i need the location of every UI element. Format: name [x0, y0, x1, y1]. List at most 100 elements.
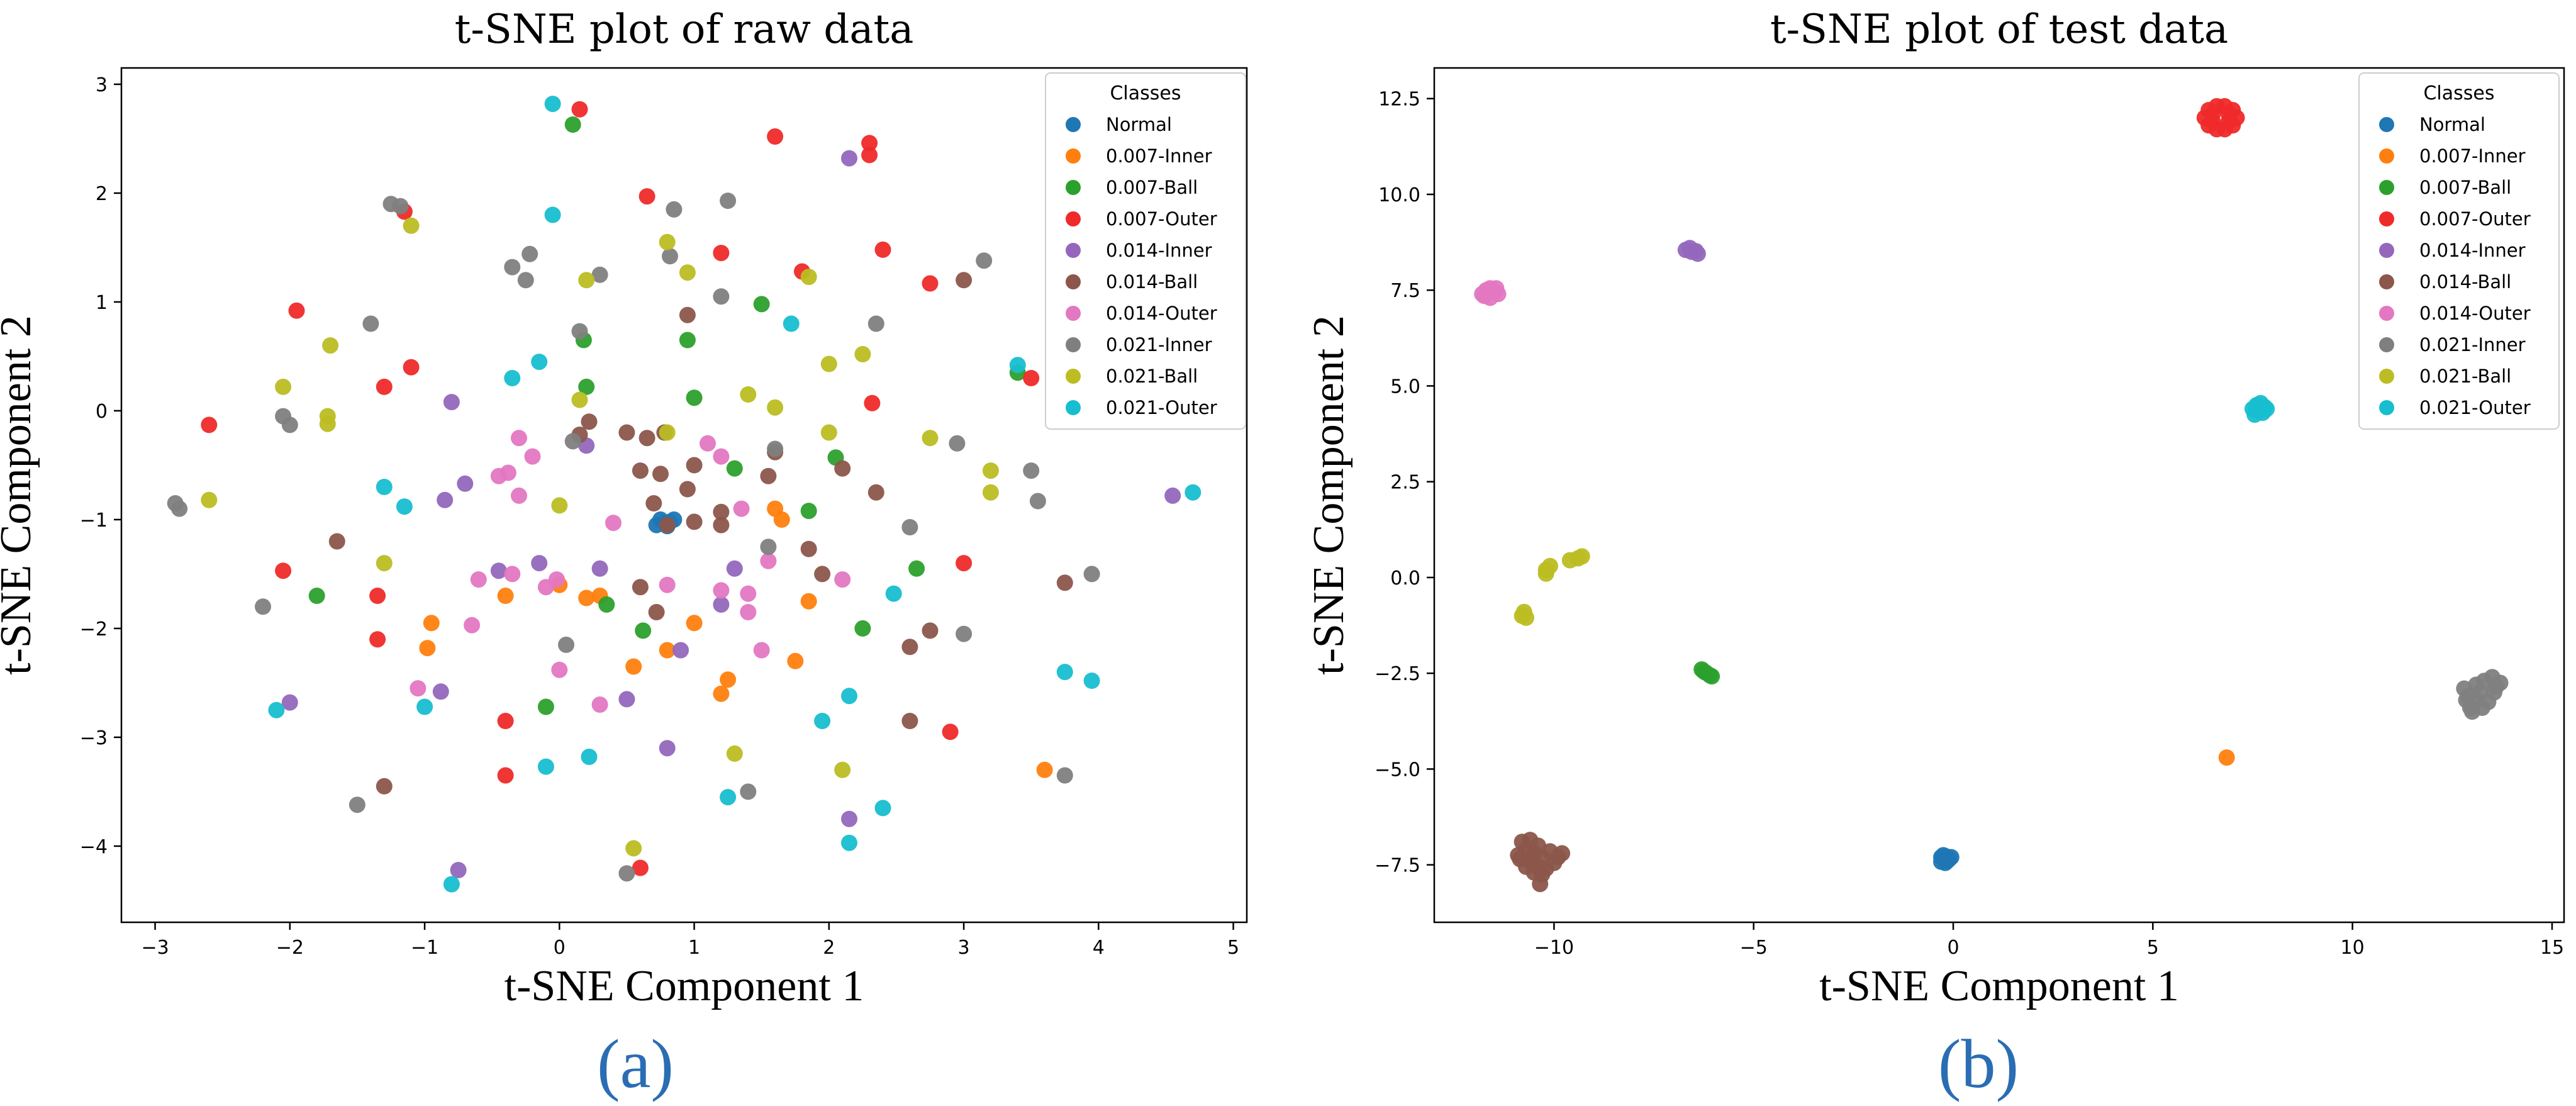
data-point	[787, 652, 804, 669]
data-point	[713, 288, 730, 305]
data-point	[504, 566, 521, 583]
chart-raw-data: t-SNE plot of raw data −3 −2 −1 0 1 2 3 4 5 −4 −3 −2…	[0, 6, 1248, 1102]
data-point	[841, 834, 857, 851]
y-tick-label: −7.5	[1374, 855, 1420, 877]
data-point	[901, 713, 918, 729]
data-point	[376, 555, 393, 572]
data-point	[672, 642, 689, 659]
legend-label: 0.021-Ball	[1106, 366, 1198, 387]
legend: Classes Normal 0.007-Inner 0.007-Ball 0.007-…	[2358, 72, 2560, 430]
legend-label: 0.007-Inner	[2419, 145, 2526, 167]
data-point	[618, 691, 635, 708]
legend-title: Classes	[2423, 82, 2494, 104]
data-point	[841, 688, 857, 705]
data-point	[403, 359, 420, 376]
data-point	[740, 585, 757, 602]
data-point	[490, 562, 507, 579]
data-point	[1009, 357, 1026, 374]
data-point	[308, 588, 325, 604]
data-point	[201, 491, 218, 508]
data-point	[864, 394, 881, 411]
data-point	[517, 272, 534, 289]
data-point	[679, 332, 696, 349]
y-tick-label: −3	[80, 727, 108, 749]
legend-marker	[1066, 243, 1081, 258]
data-point	[1056, 767, 1073, 784]
data-point	[1029, 493, 1046, 510]
y-tick-label: 5.0	[1390, 376, 1420, 398]
data-point	[783, 315, 800, 332]
data-point	[901, 639, 918, 656]
data-point	[659, 517, 676, 533]
legend-label: 0.007-Ball	[2419, 177, 2511, 198]
data-point	[726, 745, 743, 762]
data-point	[376, 479, 393, 495]
data-point	[1056, 574, 1073, 591]
data-point	[861, 135, 878, 152]
data-point	[1083, 673, 1100, 689]
y-tick-label: −5.0	[1374, 759, 1420, 781]
data-point	[521, 245, 538, 262]
data-point	[834, 571, 851, 588]
data-point	[908, 560, 925, 577]
data-point	[288, 302, 305, 319]
data-point	[949, 435, 966, 452]
data-point	[591, 266, 608, 283]
data-point	[733, 500, 750, 517]
y-tick-label: 7.5	[1390, 280, 1420, 302]
data-point	[713, 503, 730, 520]
legend-marker	[2379, 369, 2394, 384]
data-point	[720, 789, 737, 806]
data-point	[814, 713, 831, 729]
data-point	[700, 435, 716, 452]
data-point	[322, 337, 339, 354]
data-point	[713, 245, 730, 262]
data-point	[571, 323, 588, 340]
series-0.021-Outer	[2244, 394, 2275, 423]
data-point	[1938, 848, 1954, 865]
data-point	[275, 378, 292, 395]
data-point	[432, 683, 449, 700]
x-tick-label: −1	[411, 937, 438, 959]
data-point	[726, 560, 743, 577]
data-point	[598, 596, 615, 613]
data-point	[544, 206, 561, 223]
panel-caption: (b)	[1938, 1025, 2019, 1102]
data-point	[281, 694, 298, 711]
data-point	[2488, 678, 2505, 695]
y-tick-label: −2.5	[1374, 663, 1420, 685]
data-point	[499, 464, 516, 481]
data-point	[504, 370, 521, 386]
data-point	[1534, 866, 1551, 883]
data-point	[581, 413, 598, 430]
data-point	[854, 620, 871, 637]
data-point	[820, 424, 837, 441]
data-point	[645, 495, 662, 511]
data-point	[497, 713, 514, 729]
series-0.014-Ball	[328, 272, 1073, 795]
data-point	[2258, 401, 2275, 417]
data-point	[605, 515, 622, 532]
data-point	[773, 511, 790, 528]
legend-box	[1045, 72, 1246, 430]
data-point	[328, 533, 345, 550]
data-point	[457, 475, 474, 492]
legend-label: 0.014-Outer	[2419, 303, 2531, 324]
x-tick-label: −2	[276, 937, 304, 959]
data-point	[1185, 484, 1202, 501]
y-tick-label: 0	[96, 401, 108, 423]
data-point	[1703, 668, 1720, 684]
data-point	[659, 740, 676, 757]
data-point	[713, 582, 730, 599]
series-0.007-Outer	[201, 101, 1040, 876]
data-point	[443, 394, 460, 411]
data-point	[531, 354, 548, 371]
data-point	[1537, 565, 1554, 582]
data-point	[726, 460, 743, 477]
data-point	[564, 433, 581, 450]
legend-marker	[2379, 400, 2394, 415]
legend-label: 0.007-Outer	[1106, 208, 1217, 230]
data-point	[348, 796, 365, 813]
data-point	[464, 617, 481, 634]
x-tick-label: 5	[1227, 937, 1239, 959]
